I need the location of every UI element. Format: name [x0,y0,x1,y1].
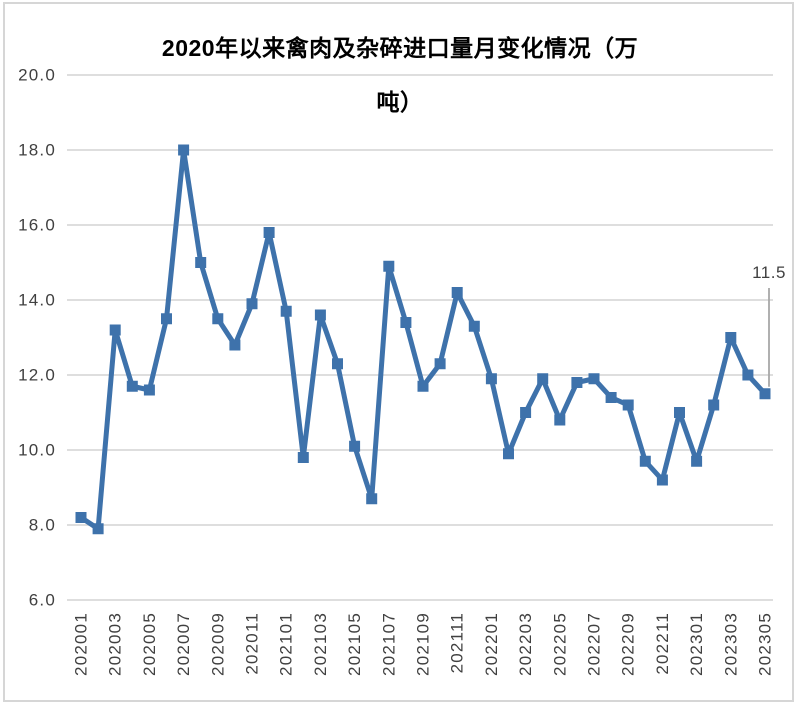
x-axis-tick-label: 202207 [585,612,604,676]
data-point-marker [451,287,463,298]
data-point-marker [639,455,651,467]
x-axis-tick-label: 202211 [653,612,672,675]
y-axis-tick-label: 6.0 [29,591,56,610]
data-point-marker [759,388,771,400]
data-point-marker [178,144,190,156]
data-point-marker [349,440,361,452]
x-axis-tick-label: 202001 [72,612,91,676]
x-axis-tick-label: 202209 [619,612,638,676]
data-point-marker [674,407,685,418]
x-axis-tick-label: 202005 [140,612,159,676]
data-point-marker [400,317,412,328]
x-axis-tick-label: 202009 [208,612,227,676]
y-axis-tick-label: 12.0 [18,366,56,385]
y-axis-tick-label: 18.0 [18,141,56,160]
data-point-marker [537,373,549,385]
data-point-marker [161,313,172,325]
x-axis-tick-label: 202007 [174,612,193,676]
x-axis-tick-label: 202111 [448,612,467,673]
x-axis-tick-label: 202105 [345,612,364,676]
data-point-marker [520,407,532,418]
data-point-marker [742,369,754,381]
chart-title-line-2: 吨） [376,89,424,115]
data-point-marker [485,373,497,385]
data-point-marker [656,474,668,486]
x-axis-tick-label: 202011 [243,612,262,675]
y-axis-tick-label: 20.0 [18,66,56,85]
x-axis-tick-label: 202107 [379,612,398,676]
data-point-marker [246,298,258,310]
x-axis-tick-label: 202103 [311,612,330,676]
data-point-marker [314,309,326,321]
x-axis-tick-label: 202101 [277,612,296,676]
data-point-marker [622,399,634,411]
data-point-marker [229,339,241,351]
data-point-marker [109,324,121,336]
data-point-marker [605,392,617,403]
data-point-marker [571,377,583,388]
x-axis-tick-label: 202003 [106,612,125,676]
data-point-marker [143,384,155,396]
x-axis-tick-label: 202305 [756,612,775,676]
y-axis-tick-label: 14.0 [18,291,56,310]
y-axis-tick-label: 10.0 [18,441,56,460]
data-point-marker [417,380,429,392]
data-point-marker [434,358,446,370]
data-point-marker [280,305,292,317]
data-point-marker [195,257,207,268]
data-point-marker [126,380,138,392]
data-point-marker [554,414,566,426]
data-point-marker [708,399,720,411]
data-point-marker [75,512,87,523]
y-axis-tick-label: 16.0 [18,216,56,235]
data-point-marker [366,493,378,505]
series-line [78,147,768,532]
data-point-marker [332,358,343,370]
y-axis-tick-label: 8.0 [29,516,56,535]
x-axis-tick-label: 202303 [721,612,740,676]
data-point-marker [297,452,309,463]
data-point-marker [212,313,224,325]
x-axis-tick-label: 202109 [414,612,433,676]
data-point-marker [691,455,703,467]
data-point-marker [263,227,275,238]
x-axis-tick-label: 202301 [687,612,706,676]
chart-title-line-1: 2020年以来禽肉及杂碎进口量月变化情况（万 [161,35,639,61]
x-axis-tick-label: 202205 [550,612,569,676]
data-point-marker [503,448,514,460]
data-point-marker [588,373,600,385]
data-point-marker [468,320,480,332]
data-point-marker [383,260,395,272]
x-axis-tick-label: 202203 [516,612,535,676]
data-point-marker [92,523,104,535]
data-point-marker [725,332,737,343]
annotation-label: 11.5 [752,263,786,282]
x-axis-tick-label: 202201 [482,612,501,676]
